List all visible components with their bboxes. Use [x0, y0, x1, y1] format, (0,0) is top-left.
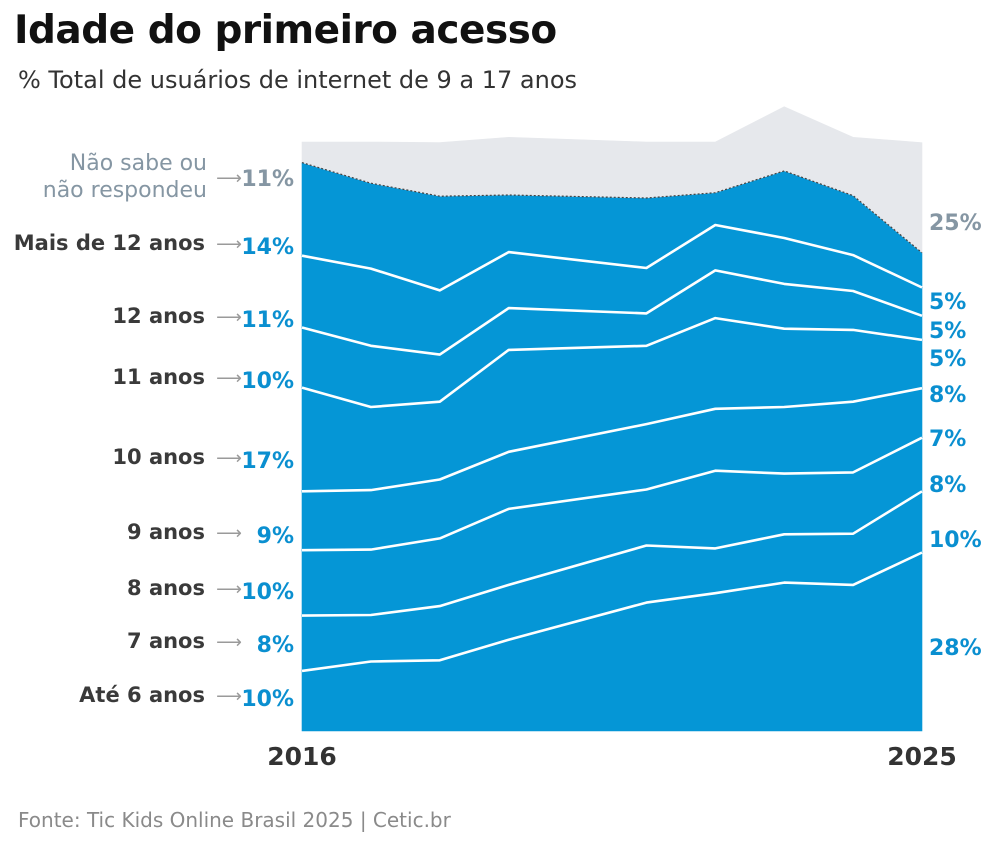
arrow-icon: ⟶ — [216, 579, 242, 600]
left-value-label: 9% — [257, 524, 294, 549]
left-category-label: 10 anos — [112, 445, 205, 469]
arrow-icon: ⟶ — [216, 234, 242, 255]
left-value-label: 11% — [241, 308, 294, 333]
x-axis: 2016 2025 — [267, 742, 957, 771]
arrow-icon: ⟶ — [216, 307, 242, 328]
left-category-label: Mais de 12 anos — [14, 231, 205, 255]
left-value-label: 10% — [241, 580, 294, 605]
left-category-label: 11 anos — [112, 365, 205, 389]
x-tick-label-start: 2016 — [267, 742, 337, 771]
right-value-label: 7% — [929, 427, 966, 452]
left-label-column: Até 6 anos ⟶ 10%7 anos ⟶ 8%8 anos ⟶ 10%9 anos ⟶… — [14, 151, 294, 712]
left-value-label: 14% — [241, 235, 294, 260]
left-category-label: Até 6 anos — [79, 683, 205, 707]
right-value-label: 5% — [929, 290, 966, 315]
area-layer — [302, 107, 922, 731]
right-value-label: 8% — [929, 383, 966, 408]
right-value-label: 5% — [929, 347, 966, 372]
right-value-unknown: 25% — [929, 211, 982, 236]
right-value-label: 8% — [929, 473, 966, 498]
left-value-label: 17% — [241, 449, 294, 474]
source-note: Fonte: Tic Kids Online Brasil 2025 | Cet… — [18, 808, 451, 832]
right-label-column: 28% 10% 8% 7% 8% 5% 5% 5% 25% — [929, 211, 982, 661]
left-label-unknown-line1: Não sabe ou — [70, 151, 207, 176]
left-label-unknown-line2: não respondeu — [43, 178, 207, 203]
stacked-area-chart: Até 6 anos ⟶ 10%7 anos ⟶ 8%8 anos ⟶ 10%9 anos ⟶… — [0, 0, 984, 800]
arrow-icon: ⟶ — [216, 368, 242, 389]
left-category-label: 8 anos — [127, 576, 205, 600]
arrow-icon: ⟶ — [216, 168, 242, 189]
arrow-icon: ⟶ — [216, 686, 242, 707]
x-tick-label-end: 2025 — [887, 742, 957, 771]
left-value-label: 10% — [241, 687, 294, 712]
left-category-label: 9 anos — [127, 520, 205, 544]
arrow-icon: ⟶ — [216, 448, 242, 469]
left-value-unknown: 11% — [241, 167, 294, 192]
arrow-icon: ⟶ — [216, 632, 242, 653]
right-value-label: 28% — [929, 636, 982, 661]
arrow-icon: ⟶ — [216, 523, 242, 544]
left-category-label: 7 anos — [127, 629, 205, 653]
left-value-label: 8% — [257, 633, 294, 658]
left-category-label: 12 anos — [112, 304, 205, 328]
right-value-label: 10% — [929, 528, 982, 553]
right-value-label: 5% — [929, 319, 966, 344]
left-value-label: 10% — [241, 369, 294, 394]
